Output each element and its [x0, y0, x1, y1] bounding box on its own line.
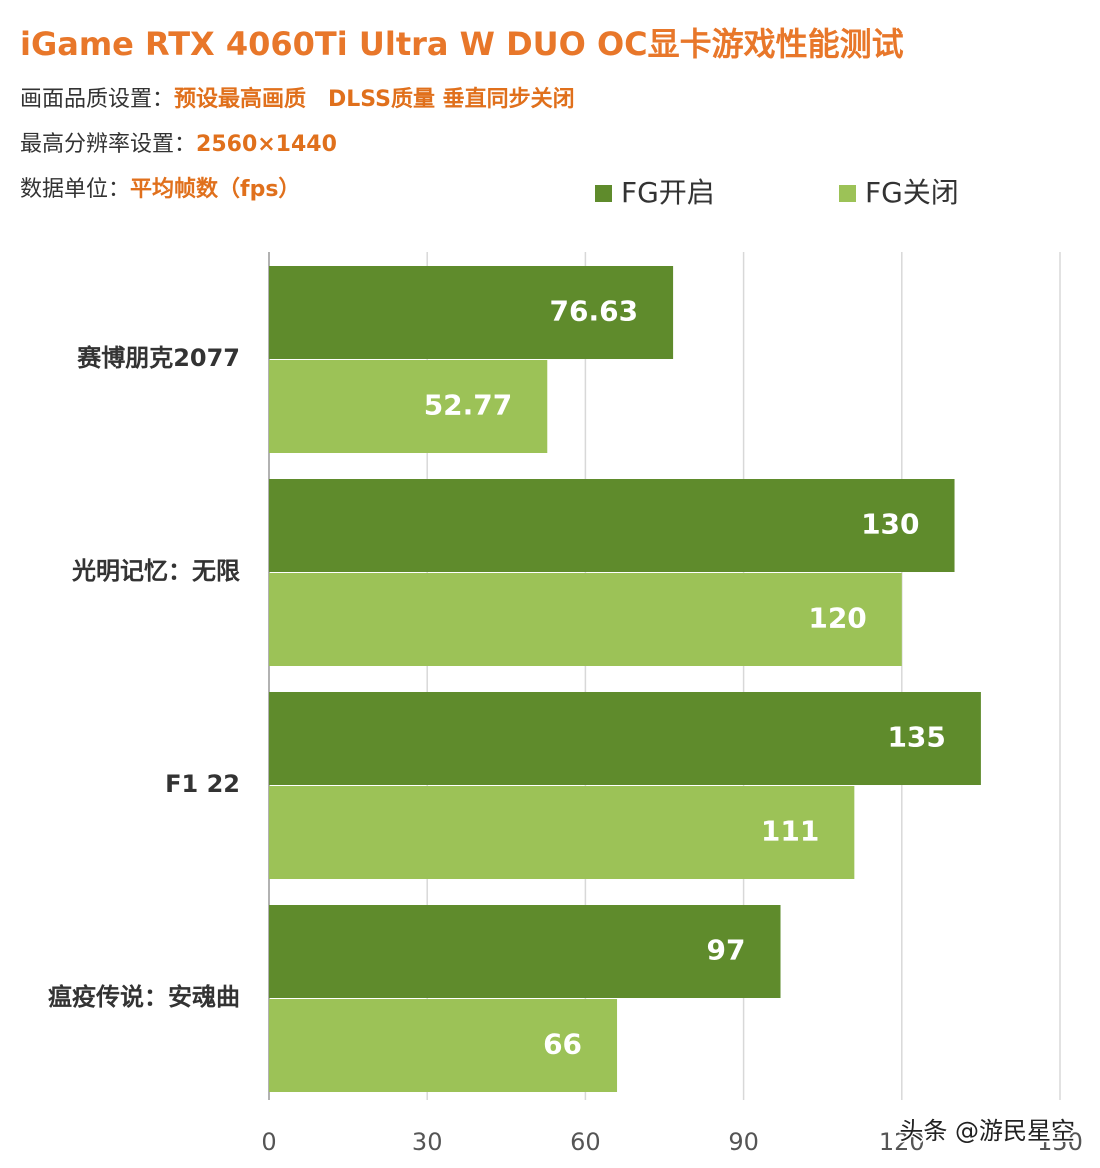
setting-line: 画面品质设置：预设最高画质 DLSS质量 垂直同步关闭	[20, 86, 575, 112]
bar	[269, 360, 548, 453]
legend-swatch	[595, 185, 612, 202]
value-label: 66	[543, 1028, 582, 1061]
setting-line: 数据单位：平均帧数（fps）	[20, 176, 300, 202]
legend-swatch	[839, 185, 856, 202]
x-tick-label: 60	[570, 1128, 601, 1156]
bar	[269, 573, 902, 666]
setting-value: 预设最高画质 DLSS质量 垂直同步关闭	[174, 86, 575, 112]
bar	[269, 692, 981, 785]
x-tick-label: 0	[261, 1128, 276, 1156]
setting-label: 数据单位：	[20, 177, 130, 202]
bar	[269, 479, 955, 572]
setting-label: 最高分辨率设置：	[20, 132, 196, 157]
setting-value: 平均帧数（fps）	[130, 176, 300, 202]
setting-value: 2560×1440	[196, 132, 337, 157]
y-tick-label: 赛博朋克2077	[76, 344, 240, 372]
bar	[269, 905, 781, 998]
y-tick-label: 光明记忆：无限	[71, 557, 240, 585]
chart-title: iGame RTX 4060Ti Ultra W DUO OC显卡游戏性能测试	[20, 25, 904, 63]
legend-label: FG关闭	[865, 176, 959, 209]
x-tick-label: 30	[412, 1128, 443, 1156]
bar	[269, 266, 674, 359]
legend-label: FG开启	[621, 176, 715, 209]
value-label: 52.77	[424, 389, 513, 422]
setting-label: 画面品质设置：	[20, 87, 174, 112]
x-tick-label: 120	[879, 1128, 925, 1156]
value-label: 135	[887, 721, 945, 754]
bar	[269, 786, 855, 879]
setting-line: 最高分辨率设置：2560×1440	[20, 132, 337, 157]
y-tick-label: 瘟疫传说：安魂曲	[48, 983, 240, 1011]
x-tick-label: 90	[728, 1128, 759, 1156]
value-label: 111	[761, 815, 819, 848]
value-label: 97	[707, 934, 746, 967]
value-label: 76.63	[550, 295, 639, 328]
bar	[269, 999, 618, 1092]
value-label: 120	[808, 602, 866, 635]
x-tick-label: 150	[1037, 1128, 1083, 1156]
value-label: 130	[861, 508, 919, 541]
watermark: 头条 @游民星空	[899, 1117, 1075, 1145]
y-tick-label: F1 22	[165, 770, 240, 798]
